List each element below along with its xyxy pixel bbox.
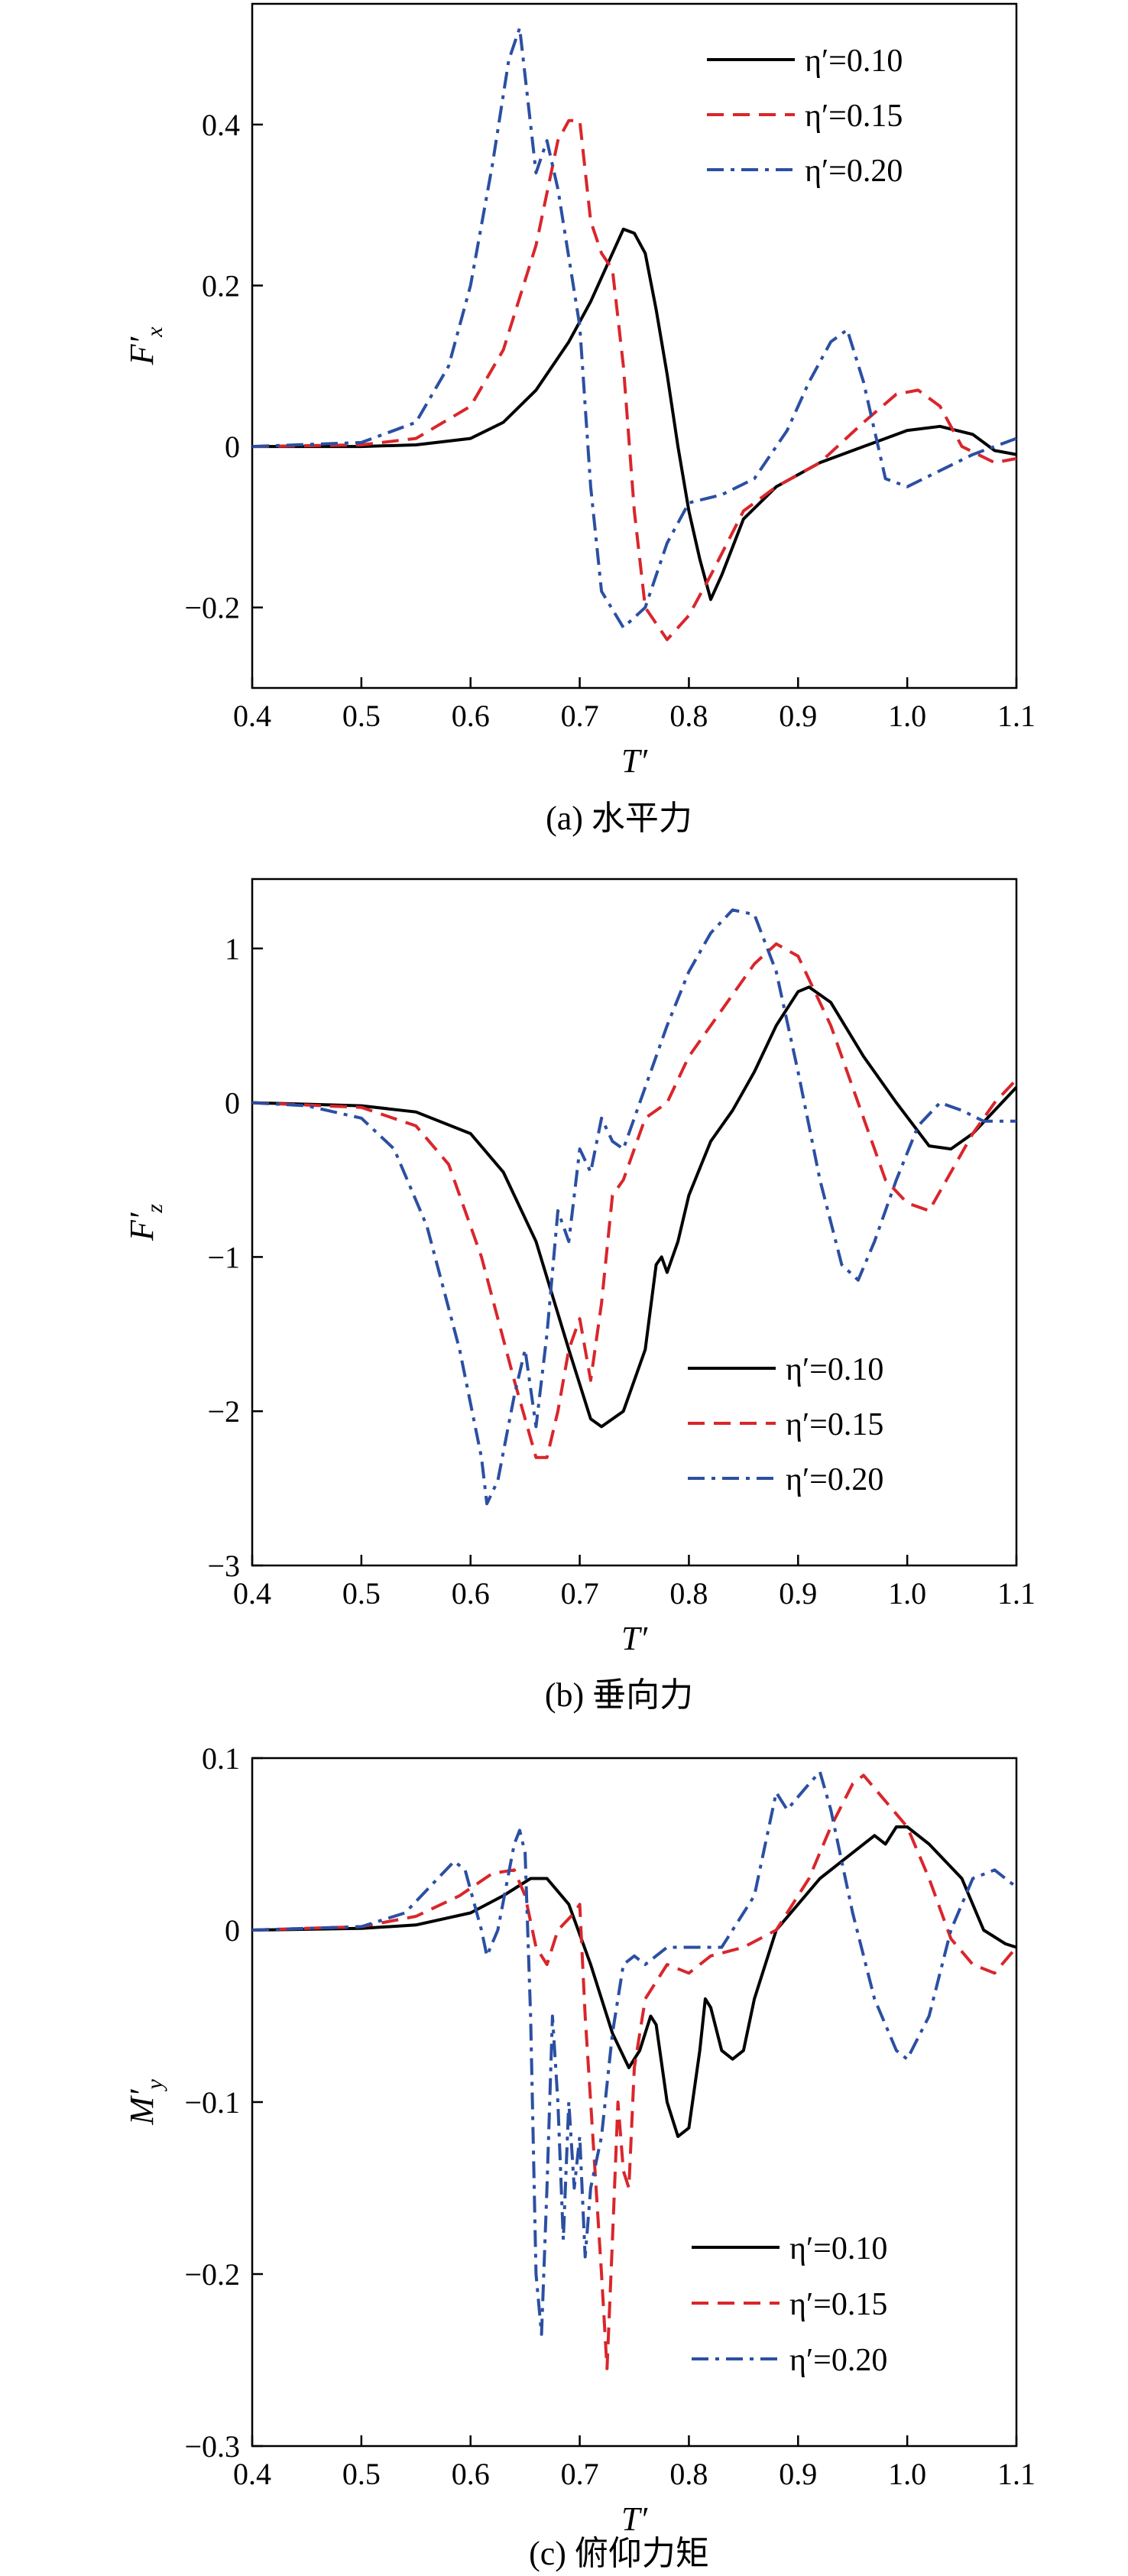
y-tick-label: −1	[207, 1240, 240, 1274]
y-tick-label: 0.1	[202, 1741, 240, 1776]
x-tick-label: 0.5	[342, 1576, 381, 1611]
legend-label-1: η′=0.10	[789, 2231, 887, 2266]
series-line-3	[251, 26, 1017, 629]
series-line-1	[252, 227, 1017, 602]
x-tick-label: 0.4	[233, 1576, 271, 1611]
x-tick-label: 0.9	[779, 1576, 817, 1611]
y-tick-label: −0.3	[184, 2429, 240, 2464]
y-axis-label: F′z	[123, 1204, 167, 1242]
y-tick-label: −0.2	[184, 591, 240, 625]
x-tick-label: 1.1	[997, 699, 1036, 733]
y-tick-label: 0.4	[202, 108, 240, 142]
x-tick-label: 0.7	[561, 2457, 599, 2491]
y-axis-label: F′x	[123, 326, 167, 366]
chart-panel-1: 0.4 0.5 0.6 0.7 0.8 0.9 1.0 1.1 −0.2 0 0.2 0.4 T′ F′x…	[123, 2, 1036, 837]
y-tick-label: −0.2	[184, 2257, 240, 2292]
chart-panel-2: 0.4 0.5 0.6 0.7 0.8 0.9 1.0 1.1 −3 −2 −1 0 1 T′ F′z η′=…	[123, 878, 1036, 1714]
panel-caption: (b) 垂向力	[545, 1676, 693, 1714]
legend-label-2: η′=0.15	[789, 2287, 887, 2322]
x-tick-label: 0.9	[779, 2457, 817, 2491]
series-line-2	[251, 1773, 1018, 2370]
legend-label-2: η′=0.15	[805, 99, 903, 134]
panel-caption: (c) 俯仰力矩	[529, 2535, 709, 2572]
series-line-3	[251, 1770, 1018, 2336]
legend-label-2: η′=0.15	[786, 1407, 883, 1442]
series-line-1	[251, 1825, 1017, 2138]
x-tick-label: 0.4	[233, 699, 271, 733]
y-axis-label-main: M′	[123, 2088, 160, 2126]
x-tick-label: 0.7	[561, 699, 599, 733]
legend-label-3: η′=0.20	[786, 1462, 883, 1497]
plot-frame	[251, 2, 1018, 689]
x-tick-label: 1.0	[888, 699, 926, 733]
x-tick-label: 0.8	[669, 2457, 708, 2491]
y-axis-label-main: F′	[123, 336, 160, 366]
y-axis-label: M′y	[123, 2079, 167, 2126]
series-line-2	[251, 942, 1018, 1459]
x-tick-label: 0.6	[452, 1576, 490, 1611]
legend-label-1: η′=0.10	[786, 1352, 883, 1387]
y-tick-label: 0	[225, 430, 240, 464]
x-tick-label: 1.1	[997, 1576, 1036, 1611]
legend-label-1: η′=0.10	[805, 44, 903, 79]
legend: η′=0.10 η′=0.15 η′=0.20	[692, 2231, 887, 2378]
y-tick-label: 0	[225, 1913, 240, 1948]
y-tick-label: 0.2	[202, 269, 240, 303]
x-axis-label: T′	[621, 2500, 648, 2538]
x-tick-label: 0.4	[233, 2457, 271, 2491]
plot-frame	[251, 1757, 1018, 2448]
y-tick-label: −0.1	[184, 2085, 240, 2120]
x-axis-label: T′	[621, 1620, 648, 1657]
x-axis-label: T′	[621, 742, 648, 780]
y-tick-label: −2	[207, 1394, 240, 1429]
y-axis-label-subscript: z	[142, 1204, 167, 1214]
legend-label-3: η′=0.20	[789, 2343, 887, 2378]
x-tick-label: 0.5	[342, 699, 381, 733]
x-tick-label: 1.1	[997, 2457, 1036, 2491]
y-axis-label-main: F′	[123, 1212, 160, 1241]
x-tick-label: 1.0	[888, 2457, 926, 2491]
x-tick-label: 0.5	[342, 2457, 381, 2491]
x-tick-label: 0.8	[669, 699, 708, 733]
legend: η′=0.10 η′=0.15 η′=0.20	[688, 1352, 883, 1497]
x-tick-label: 0.6	[452, 2457, 490, 2491]
y-tick-label: −3	[207, 1549, 240, 1583]
x-tick-label: 0.8	[669, 1576, 708, 1611]
plot-frame	[251, 878, 1018, 1567]
chart-panel-3: 0.4 0.5 0.6 0.7 0.8 0.9 1.0 1.1 −0.3 −0.2 −0.1 0 0.1…	[123, 1741, 1036, 2572]
y-tick-label: 1	[225, 932, 240, 966]
y-axis-label-subscript: x	[142, 326, 167, 338]
legend: η′=0.10 η′=0.15 η′=0.20	[707, 44, 903, 189]
series-line-2	[251, 118, 1017, 641]
x-tick-label: 0.6	[452, 699, 490, 733]
series-line-3	[251, 908, 1016, 1506]
x-tick-label: 0.7	[561, 1576, 599, 1611]
y-axis-label-subscript: y	[142, 2079, 167, 2092]
legend-label-3: η′=0.20	[805, 154, 903, 189]
panel-caption: (a) 水平力	[546, 800, 692, 837]
y-tick-label: 0	[225, 1086, 240, 1121]
series-line-1	[251, 985, 1018, 1429]
x-tick-label: 0.9	[779, 699, 817, 733]
x-tick-label: 1.0	[888, 1576, 926, 1611]
